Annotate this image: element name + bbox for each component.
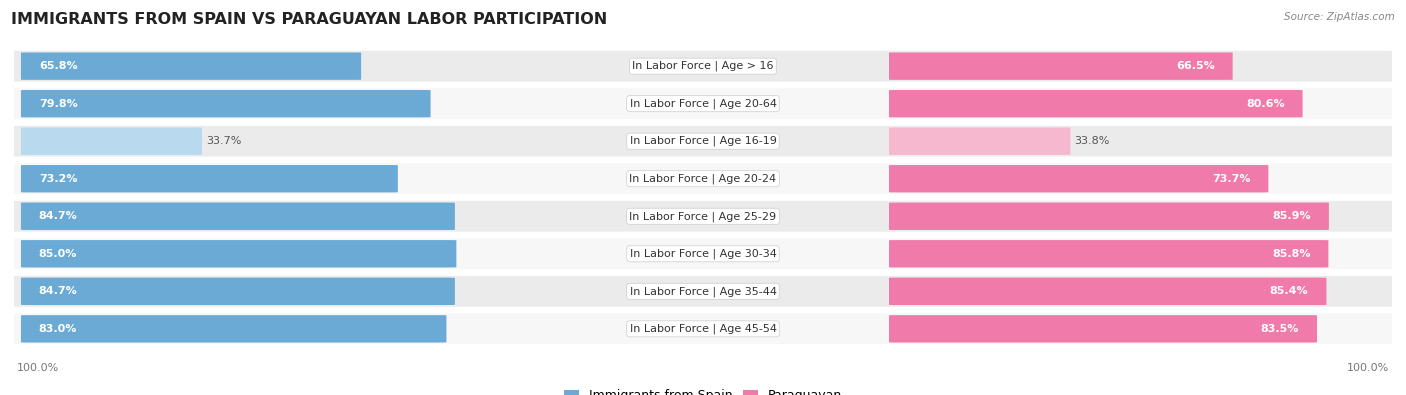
FancyBboxPatch shape [21,90,430,117]
FancyBboxPatch shape [889,128,1070,155]
FancyBboxPatch shape [889,165,1268,192]
FancyBboxPatch shape [7,201,1399,231]
Text: In Labor Force | Age 35-44: In Labor Force | Age 35-44 [630,286,776,297]
FancyBboxPatch shape [889,278,1326,305]
Text: 79.8%: 79.8% [39,99,77,109]
Text: 66.5%: 66.5% [1175,61,1215,71]
FancyBboxPatch shape [21,203,456,230]
Text: 65.8%: 65.8% [39,61,77,71]
FancyBboxPatch shape [7,164,1399,194]
FancyBboxPatch shape [7,126,1399,156]
FancyBboxPatch shape [889,203,1329,230]
FancyBboxPatch shape [21,128,202,155]
Text: 100.0%: 100.0% [1347,363,1389,373]
Text: In Labor Force | Age 16-19: In Labor Force | Age 16-19 [630,136,776,147]
FancyBboxPatch shape [889,90,1302,117]
Text: In Labor Force | Age 25-29: In Labor Force | Age 25-29 [630,211,776,222]
Text: 85.8%: 85.8% [1272,249,1310,259]
FancyBboxPatch shape [7,239,1399,269]
Text: 83.5%: 83.5% [1261,324,1299,334]
Text: Source: ZipAtlas.com: Source: ZipAtlas.com [1284,12,1395,22]
Text: 33.7%: 33.7% [207,136,242,146]
FancyBboxPatch shape [7,51,1399,81]
Text: 85.0%: 85.0% [39,249,77,259]
Text: In Labor Force | Age 30-34: In Labor Force | Age 30-34 [630,248,776,259]
FancyBboxPatch shape [889,315,1317,342]
FancyBboxPatch shape [7,88,1399,119]
FancyBboxPatch shape [21,240,457,267]
FancyBboxPatch shape [7,276,1399,307]
FancyBboxPatch shape [21,278,456,305]
Text: 85.4%: 85.4% [1270,286,1309,296]
FancyBboxPatch shape [21,315,447,342]
Text: In Labor Force | Age 45-54: In Labor Force | Age 45-54 [630,324,776,334]
Text: In Labor Force | Age 20-64: In Labor Force | Age 20-64 [630,98,776,109]
FancyBboxPatch shape [21,53,361,80]
Text: 83.0%: 83.0% [39,324,77,334]
Text: In Labor Force | Age 20-24: In Labor Force | Age 20-24 [630,173,776,184]
FancyBboxPatch shape [21,165,398,192]
Text: 100.0%: 100.0% [17,363,59,373]
Text: 80.6%: 80.6% [1246,99,1285,109]
FancyBboxPatch shape [889,240,1329,267]
Text: IMMIGRANTS FROM SPAIN VS PARAGUAYAN LABOR PARTICIPATION: IMMIGRANTS FROM SPAIN VS PARAGUAYAN LABO… [11,12,607,27]
FancyBboxPatch shape [889,53,1233,80]
Text: 33.8%: 33.8% [1074,136,1109,146]
Text: 73.7%: 73.7% [1212,174,1250,184]
Text: 85.9%: 85.9% [1272,211,1310,221]
FancyBboxPatch shape [7,314,1399,344]
Text: 73.2%: 73.2% [39,174,77,184]
Text: 84.7%: 84.7% [39,211,77,221]
Text: 84.7%: 84.7% [39,286,77,296]
Legend: Immigrants from Spain, Paraguayan: Immigrants from Spain, Paraguayan [560,384,846,395]
Text: In Labor Force | Age > 16: In Labor Force | Age > 16 [633,61,773,71]
